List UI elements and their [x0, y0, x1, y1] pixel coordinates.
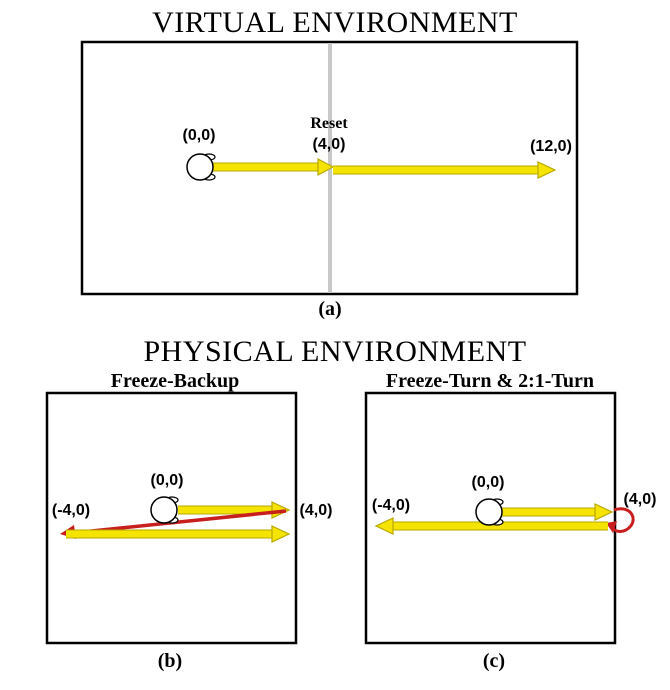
panel-a-virtual: (0,0) Reset (4,0) (12,0): [80, 40, 579, 296]
arrowhead-reset: [317, 158, 335, 176]
caption-b: (b): [157, 650, 183, 672]
arrowhead-turn-c: [606, 521, 617, 533]
freeze-backup-subtitle: Freeze-Backup: [110, 370, 240, 392]
end-label-a: (12,0): [530, 138, 572, 155]
arrowhead-forward-c: [594, 503, 614, 521]
origin-label-a: (0,0): [183, 127, 216, 144]
user-icon: [150, 496, 179, 524]
freeze-turn-subtitle: Freeze-Turn & 2:1-Turn: [385, 370, 595, 392]
arrowhead-return-b: [271, 525, 291, 543]
user-icon: [186, 153, 216, 181]
origin-label-c: (0,0): [472, 474, 505, 491]
user-icon: [475, 498, 504, 526]
virtual-environment-title: VIRTUAL ENVIRONMENT: [152, 6, 518, 39]
reset-label: Reset: [310, 115, 348, 132]
origin-label-b: (0,0): [151, 472, 184, 489]
caption-c: (c): [482, 650, 506, 672]
right-label-c: (4,0): [624, 491, 657, 508]
panel-c-freeze-turn: (0,0) (-4,0) (4,0): [364, 391, 657, 645]
reset-point-label-a: (4,0): [313, 136, 346, 153]
left-label-c: (-4,0): [372, 497, 410, 514]
arrowhead-return-c: [374, 517, 394, 535]
turn-loop-c: [610, 507, 635, 533]
left-label-b: (-4,0): [52, 502, 90, 519]
right-label-b: (4,0): [300, 502, 333, 519]
backup-path-b: [71, 509, 287, 535]
arrowhead-end: [537, 161, 557, 179]
panel-b-freeze-backup: (0,0) (-4,0) (4,0): [45, 391, 333, 645]
caption-a: (a): [318, 298, 342, 320]
physical-environment-title: PHYSICAL ENVIRONMENT: [143, 335, 527, 368]
